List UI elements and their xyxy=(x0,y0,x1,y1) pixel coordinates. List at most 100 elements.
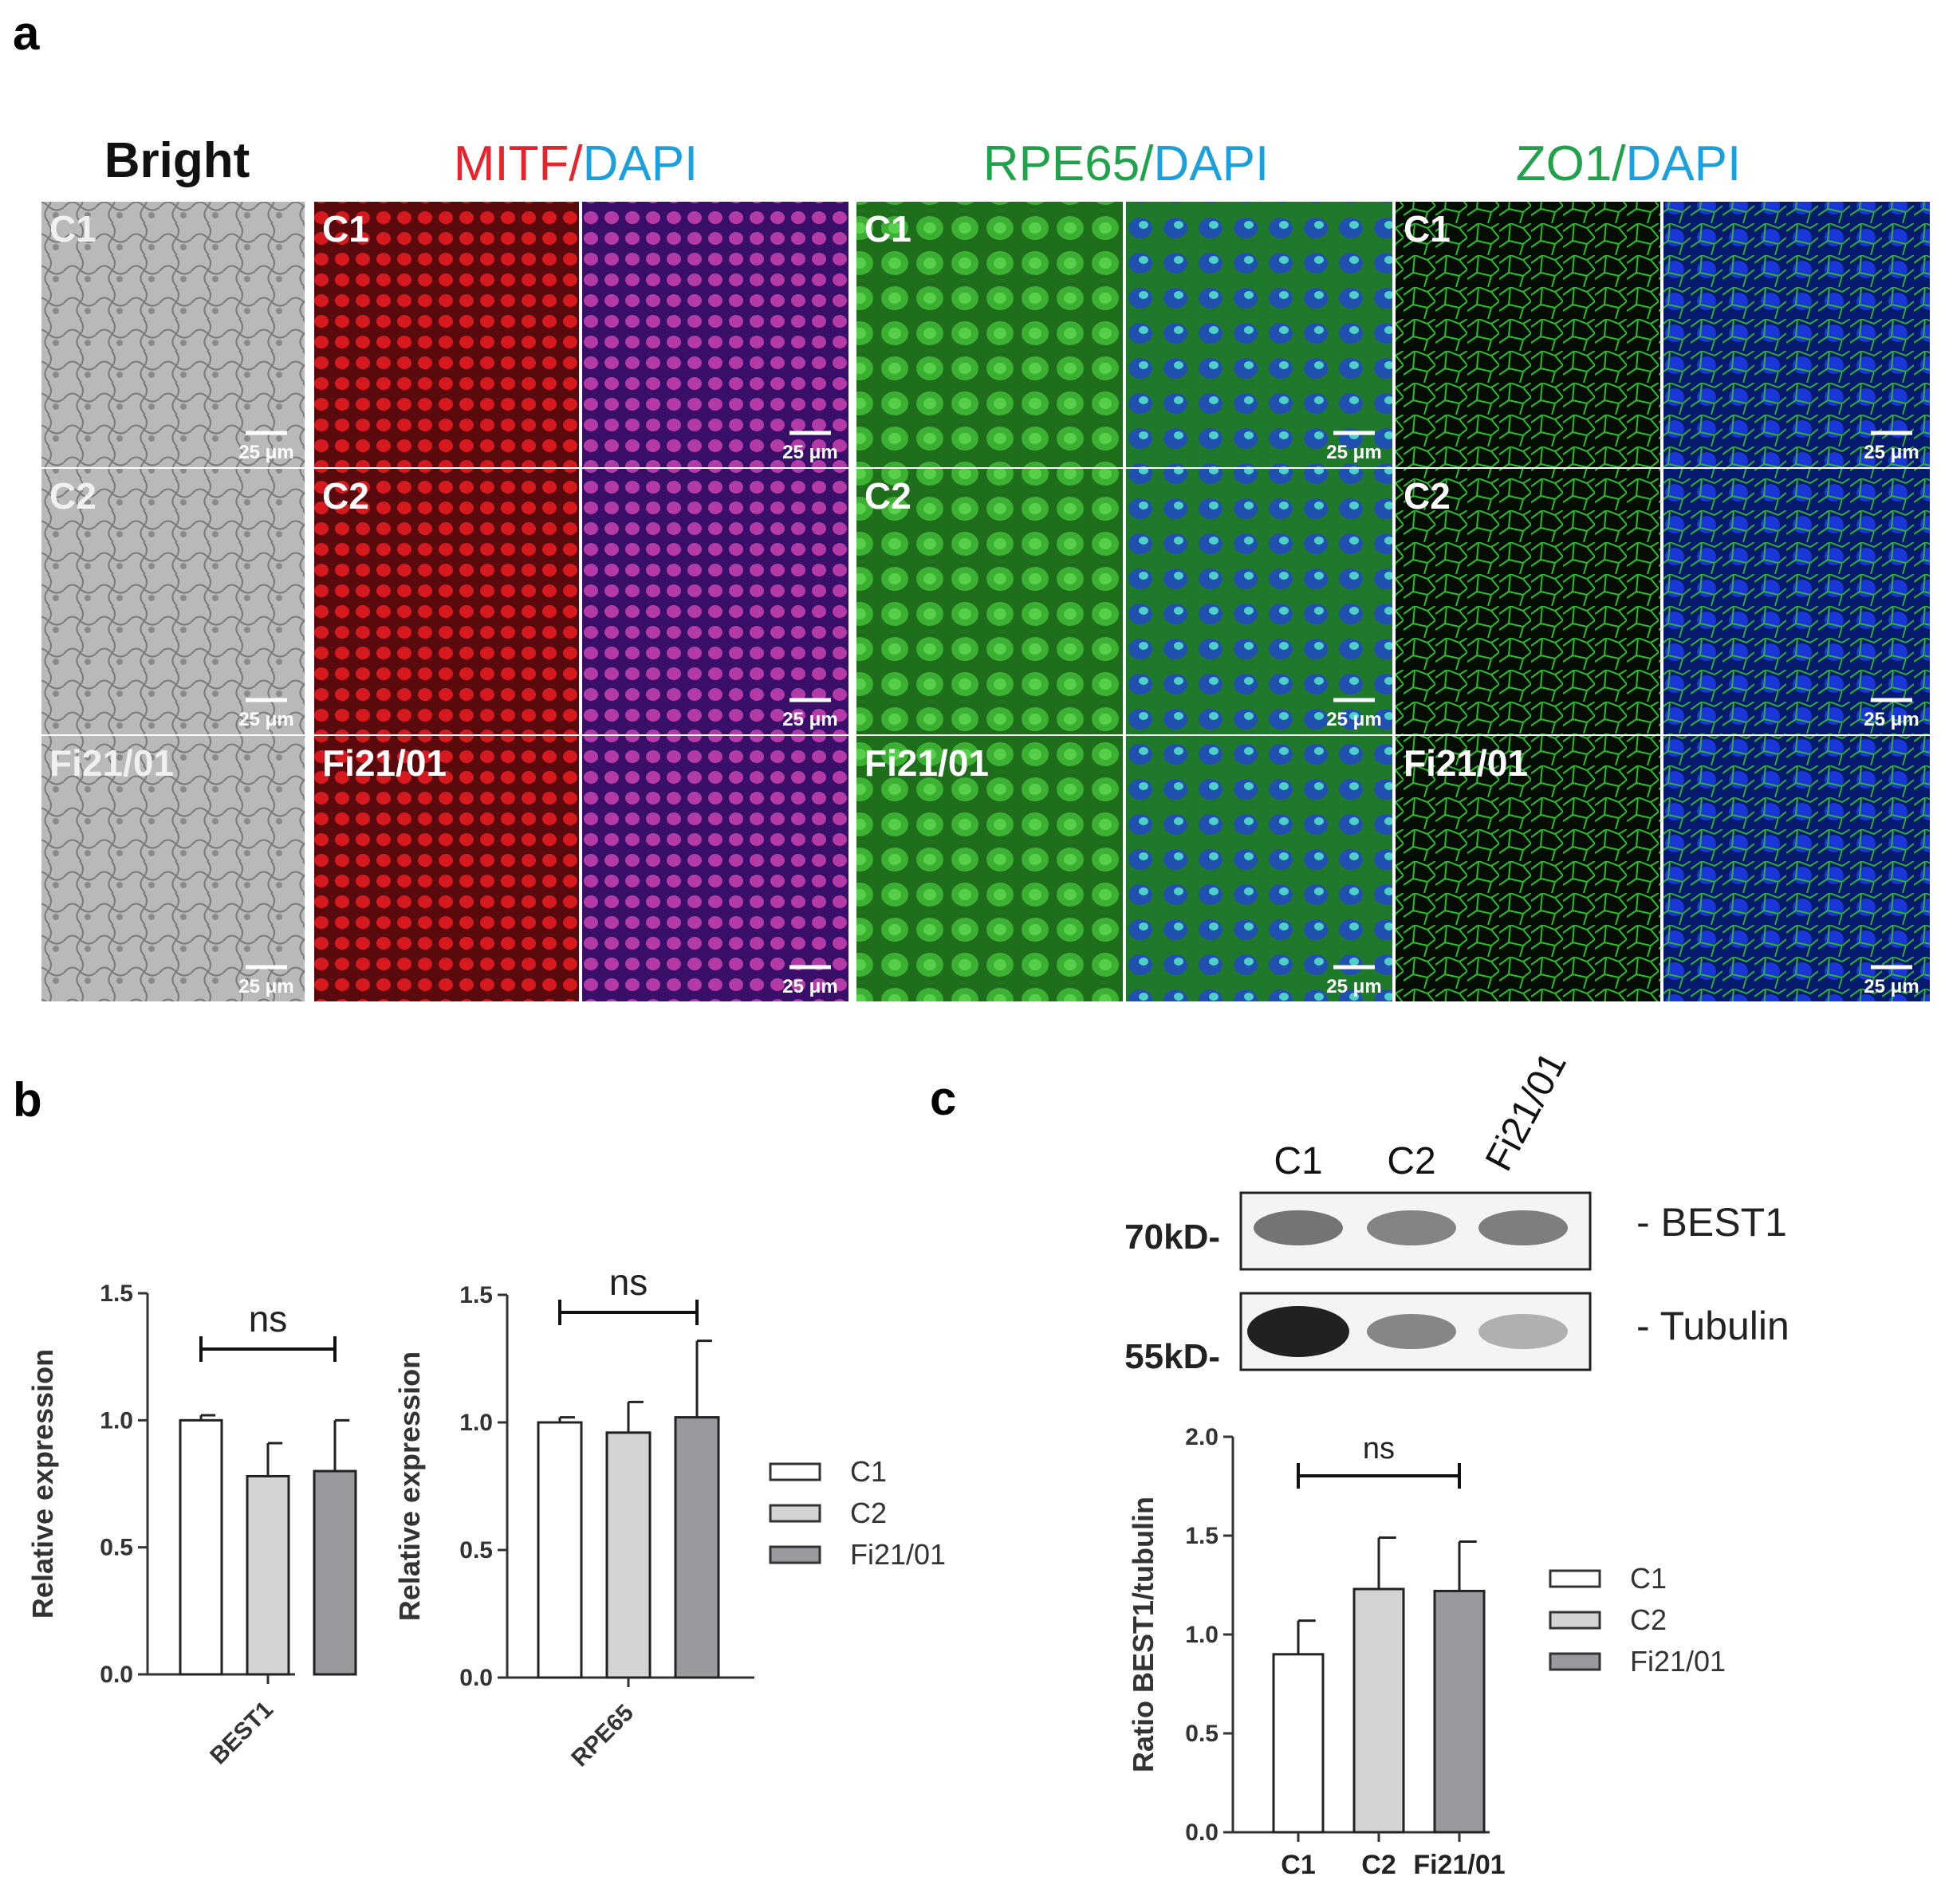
scale-bar-label: 25 μm xyxy=(238,442,293,463)
bar-c2 xyxy=(246,1474,290,1676)
scale-bar-label: 25 μm xyxy=(1326,442,1381,463)
micrograph-row-label: C2 xyxy=(1404,475,1451,517)
micrograph-mitf-merge-c2 xyxy=(582,469,848,734)
blot-band-tubulin xyxy=(1367,1314,1456,1349)
micrograph-rpe65-fi21-01 xyxy=(856,736,1123,1001)
x-tick-label: C1 xyxy=(1281,1850,1315,1880)
significance-label: ns xyxy=(609,1261,648,1303)
bar-c1 xyxy=(537,1421,583,1679)
header-mitf-slash: / xyxy=(569,136,583,191)
y-tick-label: 1.5 xyxy=(1185,1523,1219,1549)
scale-bar-label: 25 μm xyxy=(1326,709,1381,730)
scale-bar-label: 25 μm xyxy=(1864,442,1919,463)
micrograph-row-label: Fi21/01 xyxy=(322,742,447,784)
scale-bar-label: 25 μm xyxy=(1864,976,1919,997)
micrograph-row-label: C1 xyxy=(322,208,369,250)
y-tick-label: 0.0 xyxy=(1185,1819,1219,1846)
bar-fi21-01 xyxy=(1433,1589,1486,1834)
chart-rpe65-expression: 0.0 0.5 1.0 1.5 Relative expression RPE65 ns xyxy=(393,1261,754,1772)
lane-label-c2: C2 xyxy=(1387,1140,1435,1182)
micrograph-mitf-c1 xyxy=(314,202,579,467)
header-mitf-dapi-label: DAPI xyxy=(583,136,699,191)
micrograph-bright-c2 xyxy=(41,469,305,734)
microscopy-grid: C1 25 μm C1 25 μm C1 25 μm C1 25 μm C2 25 μm C2 25 … xyxy=(41,202,1930,1001)
y-tick-label: 0.5 xyxy=(1185,1721,1219,1747)
header-rpe65-dapi-label: DAPI xyxy=(1153,136,1269,191)
blot-band-best1 xyxy=(1254,1210,1343,1245)
micrograph-rpe65-c2 xyxy=(856,469,1123,734)
y-tick-label: 1.0 xyxy=(1185,1622,1219,1648)
header-zo1-dapi-label: DAPI xyxy=(1626,136,1742,191)
panel-letter-c: c xyxy=(930,1072,956,1125)
x-tick-label: C2 xyxy=(1361,1850,1396,1880)
micrograph-row-label: C1 xyxy=(49,208,96,250)
blot-band-tubulin xyxy=(1247,1306,1349,1357)
header-rpe65-slash: / xyxy=(1140,136,1154,191)
western-blot: C1 C2 Fi21/01 70kD- 55kD- - BEST1 - Tubulin xyxy=(1124,1045,1789,1376)
bar-c1 xyxy=(179,1418,223,1676)
blot-band-best1 xyxy=(1478,1210,1568,1245)
micrograph-row-label: C2 xyxy=(322,475,369,517)
micrograph-row-label: C2 xyxy=(49,475,96,517)
legend-label-c1: C1 xyxy=(1630,1562,1667,1595)
scale-bar-label: 25 μm xyxy=(1864,709,1919,730)
header-zo1-dapi: ZO1/DAPI xyxy=(1516,136,1742,191)
legend-swatch-fi21-01 xyxy=(769,1545,821,1564)
micrograph-rpe65-merge-c2 xyxy=(1126,469,1392,734)
panel-letter-a: a xyxy=(13,6,40,60)
legend-swatch-fi21-01 xyxy=(1549,1652,1601,1671)
y-tick-label: 0.5 xyxy=(459,1537,493,1564)
micrograph-zo1-c2 xyxy=(1396,469,1660,734)
blot-band-tubulin xyxy=(1478,1314,1568,1349)
micrograph-bright-fi21-01 xyxy=(41,736,305,1001)
micrograph-mitf-merge-c1 xyxy=(582,202,848,467)
x-tick-label: BEST1 xyxy=(205,1697,278,1770)
legend-label-fi21-01: Fi21/01 xyxy=(1630,1645,1726,1678)
scale-bar-label: 25 μm xyxy=(238,709,293,730)
band-label-tubulin: - Tubulin xyxy=(1636,1304,1789,1348)
micrograph-row-label: Fi21/01 xyxy=(864,742,989,784)
bar-fi21-01 xyxy=(674,1416,720,1679)
x-tick-label: RPE65 xyxy=(566,1700,639,1772)
significance-label: ns xyxy=(1363,1432,1395,1465)
panel-letter-b: b xyxy=(13,1073,42,1127)
chart-best1-expression: 0.0 0.5 1.0 1.5 Relative expression BEST1 ns xyxy=(26,1280,357,1770)
scale-bar-label: 25 μm xyxy=(1326,976,1381,997)
micrograph-zo1-fi21-01 xyxy=(1396,736,1660,1001)
header-mitf-dapi: MITF/DAPI xyxy=(454,136,699,191)
legend-swatch-c1 xyxy=(1549,1569,1601,1588)
y-tick-label: 1.0 xyxy=(100,1407,133,1434)
bar-c1 xyxy=(1272,1653,1325,1834)
legend-label-fi21-01: Fi21/01 xyxy=(850,1538,946,1571)
micrograph-row-label: Fi21/01 xyxy=(1404,742,1528,784)
bar-c2 xyxy=(605,1431,652,1679)
micrograph-bright-c1 xyxy=(41,202,305,467)
legend-label-c1: C1 xyxy=(850,1455,887,1488)
scale-bar-label: 25 μm xyxy=(238,976,293,997)
y-tick-label: 0.0 xyxy=(100,1662,133,1688)
header-mitf: MITF xyxy=(454,136,569,191)
band-label-best1: - BEST1 xyxy=(1636,1200,1787,1245)
scale-bar-label: 25 μm xyxy=(782,442,837,463)
x-tick-label: Fi21/01 xyxy=(1413,1850,1505,1880)
micrograph-mitf-c2 xyxy=(314,469,579,734)
header-rpe65-dapi: RPE65/DAPI xyxy=(983,136,1269,191)
legend-label-c2: C2 xyxy=(1630,1603,1667,1636)
micrograph-mitf-fi21-01 xyxy=(314,736,579,1001)
legend-label-c2: C2 xyxy=(850,1497,887,1529)
bar-fi21-01 xyxy=(313,1469,357,1676)
micrograph-row-label: C1 xyxy=(1404,208,1451,250)
y-tick-label: 2.0 xyxy=(1185,1424,1219,1450)
header-zo1-slash: / xyxy=(1612,136,1626,191)
scale-bar-label: 25 μm xyxy=(782,709,837,730)
marker-70kd: 70kD- xyxy=(1124,1218,1220,1257)
lane-label-fi21-01: Fi21/01 xyxy=(1478,1045,1575,1178)
y-tick-label: 1.5 xyxy=(459,1282,493,1308)
significance-label: ns xyxy=(249,1298,288,1339)
legend-panel-c: C1 C2 Fi21/01 xyxy=(1549,1562,1726,1678)
y-axis-label: Relative expression xyxy=(393,1351,426,1621)
micrograph-zo1-merge-fi21-01 xyxy=(1663,736,1930,1001)
micrograph-row-label: Fi21/01 xyxy=(49,742,174,784)
y-axis-label: Relative expression xyxy=(26,1349,59,1619)
